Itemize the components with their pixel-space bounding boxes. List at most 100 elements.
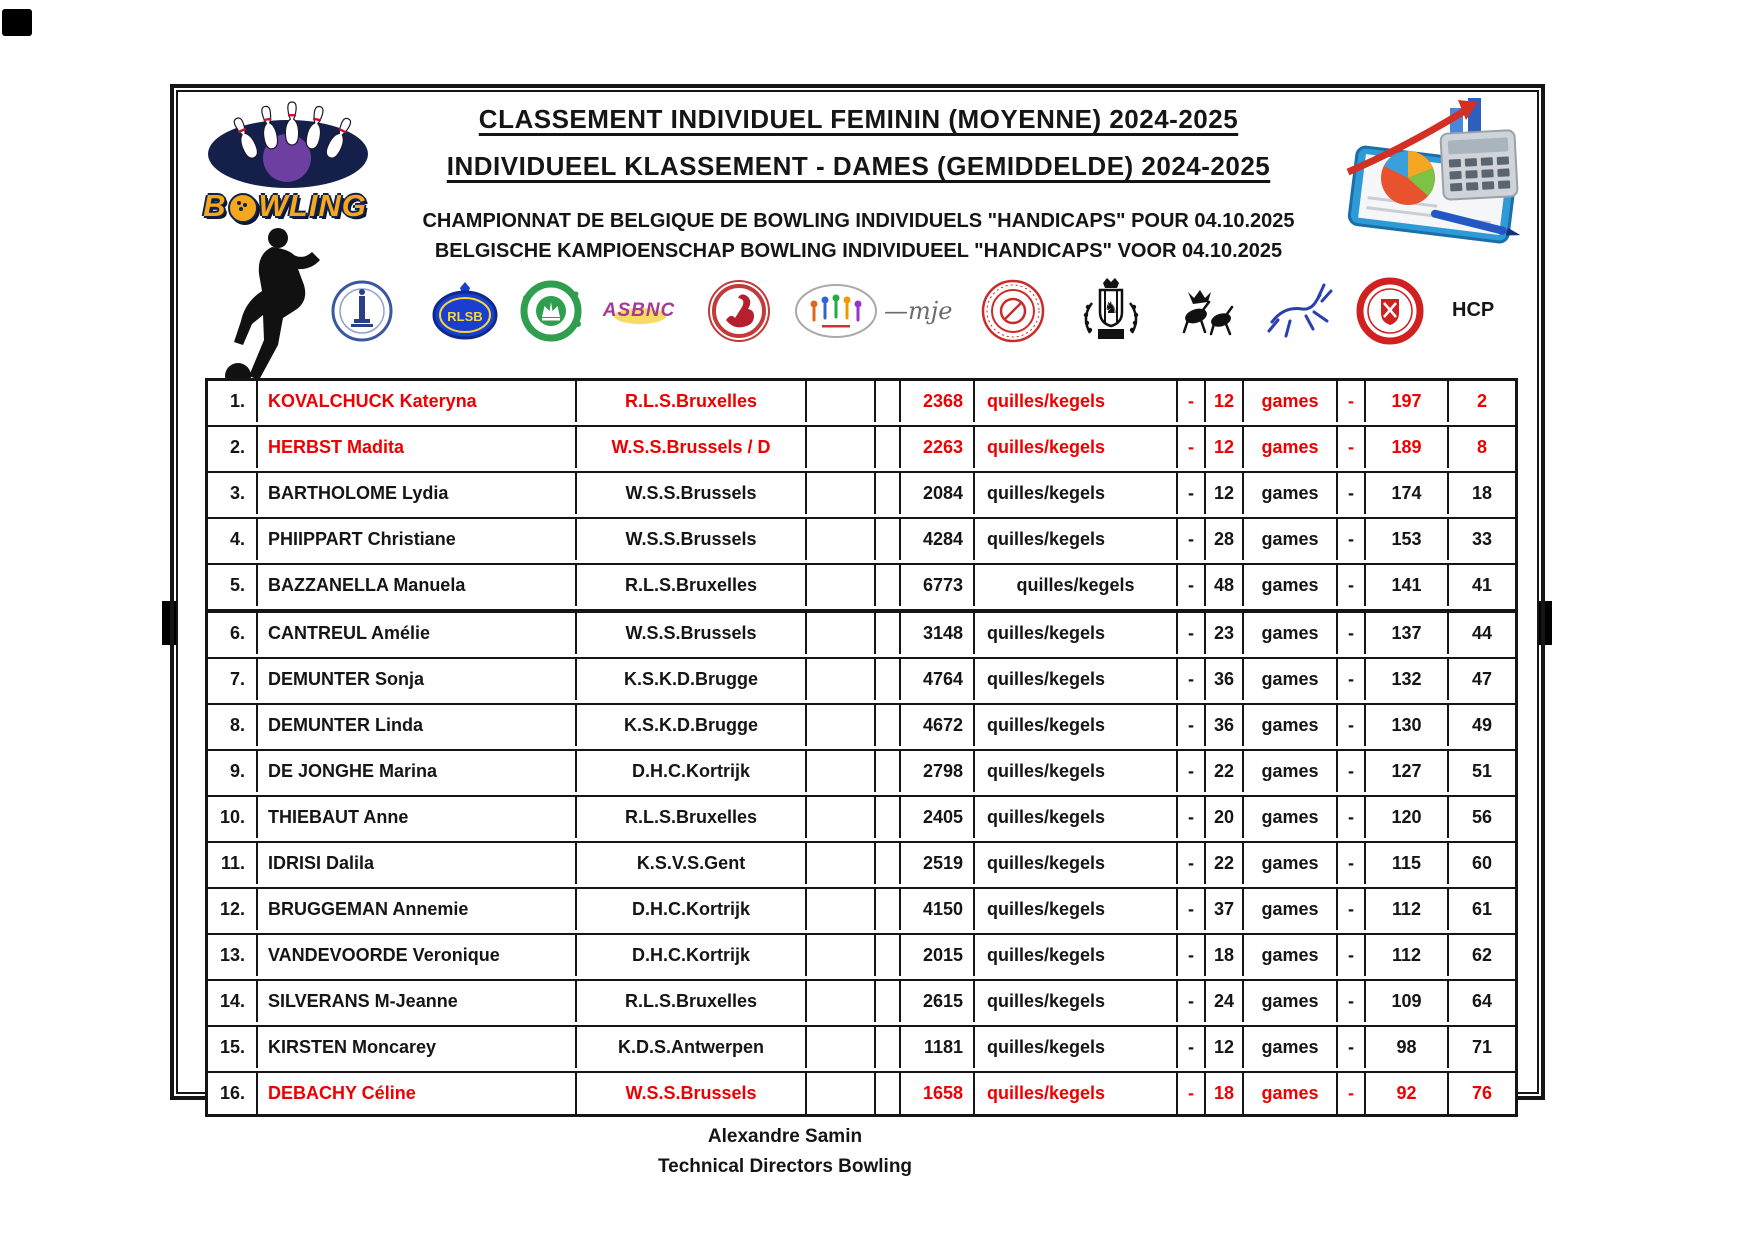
empty-cell: [876, 705, 901, 746]
rank-cell: 11.: [208, 843, 258, 884]
dash-cell: -: [1338, 427, 1366, 468]
handicap-cell: 62: [1471, 945, 1493, 965]
club-logo-red-stamp: [980, 278, 1046, 344]
player-name-cell: BRUGGEMAN Annemie: [258, 889, 577, 930]
games-count-cell: 22: [1206, 843, 1244, 884]
empty-cell: [807, 843, 876, 884]
pins-label-cell: quilles/kegels: [975, 797, 1178, 838]
games-count-cell: 36: [1206, 659, 1244, 700]
empty-cell: [876, 1027, 901, 1068]
pins-label-cell: quilles/kegels: [975, 427, 1178, 468]
table-row: 5. BAZZANELLA Manuela R.L.S.Bruxelles 67…: [208, 563, 1515, 606]
empty-cell: [807, 705, 876, 746]
club-cell: K.S.K.D.Brugge: [577, 659, 807, 700]
games-label-cell: games: [1244, 1027, 1338, 1068]
pins-total-cell: 3148: [901, 613, 975, 654]
games-count-cell: 23: [1206, 613, 1244, 654]
pins-total-cell: 4150: [901, 889, 975, 930]
games-count-cell: 12: [1206, 427, 1244, 468]
club-cell: R.L.S.Bruxelles: [577, 981, 807, 1022]
club-cell: R.L.S.Bruxelles: [577, 797, 807, 838]
games-label-cell: games: [1244, 1073, 1338, 1114]
handicap-cell: 71: [1471, 1037, 1493, 1057]
average-cell: 153: [1366, 519, 1449, 560]
signature-text: —mje: [884, 297, 953, 325]
average-cell: 197: [1366, 381, 1449, 422]
dash-cell: -: [1178, 427, 1206, 468]
player-name-cell: DE JONGHE Marina: [258, 751, 577, 792]
dash-cell: -: [1178, 935, 1206, 976]
games-label-cell: games: [1244, 797, 1338, 838]
rank-cell: 2.: [208, 427, 258, 468]
average-cell: 127: [1366, 751, 1449, 792]
table-row: 2. HERBST Madita W.S.S.Brussels / D 2263…: [208, 425, 1515, 468]
games-label-cell: games: [1244, 935, 1338, 976]
dash-cell: -: [1338, 659, 1366, 700]
pins-label-cell: quilles/kegels: [975, 889, 1178, 930]
games-label-cell: games: [1244, 381, 1338, 422]
table-row: 10. THIEBAUT Anne R.L.S.Bruxelles 2405 q…: [208, 795, 1515, 838]
dash-cell: -: [1178, 473, 1206, 514]
pins-total-cell: 1658: [901, 1073, 975, 1114]
empty-cell: [807, 565, 876, 606]
games-count-cell: 18: [1206, 935, 1244, 976]
club-cell: K.D.S.Antwerpen: [577, 1027, 807, 1068]
subtitle-french: CHAMPIONNAT DE BELGIQUE DE BOWLING INDIV…: [422, 210, 1295, 232]
player-name-cell: KIRSTEN Moncarey: [258, 1027, 577, 1068]
pins-total-cell: 4672: [901, 705, 975, 746]
title-dutch: INDIVIDUEEL KLASSEMENT - DAMES (GEMIDDEL…: [446, 151, 1271, 181]
pins-label-cell: quilles/kegels: [975, 659, 1178, 700]
dash-cell: -: [1178, 797, 1206, 838]
handicap-cell: 51: [1471, 761, 1493, 781]
empty-cell: [876, 565, 901, 606]
asbnc-text: ASBNC: [602, 300, 676, 321]
dash-cell: -: [1338, 797, 1366, 838]
player-name-cell: PHIIPPART Christiane: [258, 519, 577, 560]
average-cell: 112: [1366, 935, 1449, 976]
games-count-cell: 36: [1206, 705, 1244, 746]
handicap-cell: 60: [1471, 853, 1493, 873]
player-name-cell: BAZZANELLA Manuela: [258, 565, 577, 606]
games-count-cell: 12: [1206, 473, 1244, 514]
table-row: 9. DE JONGHE Marina D.H.C.Kortrijk 2798 …: [208, 749, 1515, 792]
pins-label-cell: quilles/kegels: [975, 565, 1178, 606]
player-name-cell: DEMUNTER Sonja: [258, 659, 577, 700]
rank-cell: 12.: [208, 889, 258, 930]
games-label-cell: games: [1244, 659, 1338, 700]
games-label-cell: games: [1244, 751, 1338, 792]
dash-cell: -: [1178, 889, 1206, 930]
dash-cell: -: [1338, 843, 1366, 884]
club-logo-red-swan: [706, 278, 772, 344]
club-logo-fedanor-people: [794, 278, 878, 344]
dash-cell: -: [1338, 1027, 1366, 1068]
player-name-cell: DEMUNTER Linda: [258, 705, 577, 746]
table-row: 11. IDRISI Dalila K.S.V.S.Gent 2519 quil…: [208, 841, 1515, 884]
rank-cell: 10.: [208, 797, 258, 838]
bowling-logo: B WLING: [190, 96, 380, 224]
dash-cell: -: [1338, 751, 1366, 792]
games-label-cell: games: [1244, 843, 1338, 884]
club-cell: D.H.C.Kortrijk: [577, 889, 807, 930]
average-cell: 174: [1366, 473, 1449, 514]
pins-label-cell: quilles/kegels: [975, 381, 1178, 422]
empty-cell: [807, 981, 876, 1022]
dash-cell: -: [1338, 473, 1366, 514]
average-cell: 189: [1366, 427, 1449, 468]
footer-role: Technical Directors Bowling: [657, 1156, 913, 1177]
pins-total-cell: 4284: [901, 519, 975, 560]
pins-total-cell: 2519: [901, 843, 975, 884]
table-row: 6. CANTREUL Amélie W.S.S.Brussels 3148 q…: [208, 609, 1515, 654]
dash-cell: -: [1338, 519, 1366, 560]
rank-cell: 1.: [208, 381, 258, 422]
games-label-cell: games: [1244, 427, 1338, 468]
club-cell: R.L.S.Bruxelles: [577, 565, 807, 606]
pins-total-cell: 6773: [901, 565, 975, 606]
games-count-cell: 18: [1206, 1073, 1244, 1114]
bowling-pins-icon: [208, 101, 368, 188]
pins-label-cell: quilles/kegels: [975, 935, 1178, 976]
dash-cell: -: [1178, 659, 1206, 700]
calculator-chart-clipart: [1338, 94, 1534, 251]
empty-cell: [876, 843, 901, 884]
dash-cell: -: [1338, 981, 1366, 1022]
